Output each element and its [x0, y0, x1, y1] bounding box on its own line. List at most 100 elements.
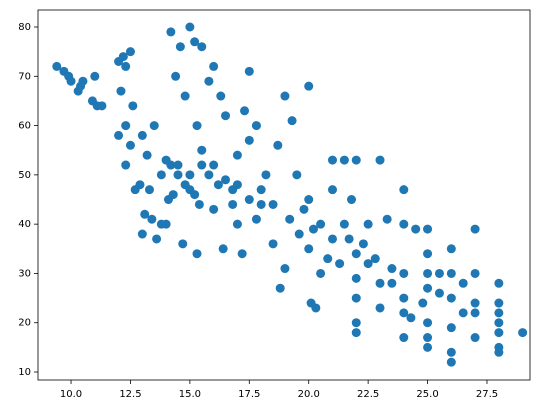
point: [518, 328, 528, 338]
point: [204, 170, 214, 180]
point: [232, 219, 242, 229]
point: [446, 347, 456, 357]
point: [458, 278, 468, 288]
point: [209, 204, 219, 214]
point: [316, 219, 326, 229]
point: [470, 333, 480, 343]
point: [240, 106, 250, 116]
y-tick-label: 80: [18, 22, 31, 33]
point: [406, 313, 416, 323]
point: [423, 249, 433, 259]
y-tick-label: 20: [18, 318, 31, 329]
point: [221, 111, 231, 121]
point: [351, 318, 361, 328]
point: [251, 121, 261, 131]
point: [363, 259, 373, 269]
point: [304, 195, 314, 205]
point: [399, 268, 409, 278]
x-tick-label: 27.5: [476, 389, 498, 400]
point: [316, 268, 326, 278]
point: [280, 91, 290, 101]
point: [244, 135, 254, 145]
point: [125, 47, 135, 57]
point: [173, 160, 183, 170]
point: [363, 219, 373, 229]
point: [399, 219, 409, 229]
point: [197, 160, 207, 170]
point: [294, 229, 304, 239]
point: [152, 234, 162, 244]
point: [306, 298, 316, 308]
point: [434, 288, 444, 298]
point: [121, 61, 131, 71]
point: [299, 204, 309, 214]
point: [66, 76, 76, 86]
point: [387, 264, 397, 274]
point: [494, 347, 504, 357]
point: [197, 42, 207, 52]
point: [171, 71, 181, 81]
point: [185, 170, 195, 180]
point: [327, 155, 337, 165]
point: [273, 140, 283, 150]
point: [251, 214, 261, 224]
point: [280, 264, 290, 274]
point: [382, 214, 392, 224]
point: [327, 185, 337, 195]
point: [434, 268, 444, 278]
point: [470, 298, 480, 308]
point: [446, 268, 456, 278]
point: [90, 71, 100, 81]
point: [218, 244, 228, 254]
point: [423, 333, 433, 343]
point: [209, 61, 219, 71]
point: [116, 86, 126, 96]
point: [351, 273, 361, 283]
point: [244, 195, 254, 205]
point: [197, 145, 207, 155]
point: [194, 199, 204, 209]
point: [339, 219, 349, 229]
y-tick-label: 60: [18, 121, 31, 132]
point: [351, 293, 361, 303]
x-tick-label: 22.5: [357, 389, 379, 400]
x-tick-label: 12.5: [119, 389, 141, 400]
point: [411, 224, 421, 234]
point: [470, 268, 480, 278]
point: [285, 214, 295, 224]
point: [121, 160, 131, 170]
plot-frame: [37, 9, 531, 381]
point: [446, 244, 456, 254]
point: [399, 308, 409, 318]
point: [494, 298, 504, 308]
point: [387, 278, 397, 288]
point: [399, 333, 409, 343]
point: [423, 318, 433, 328]
point: [180, 91, 190, 101]
y-tick-label: 30: [18, 268, 31, 279]
point: [228, 199, 238, 209]
point: [375, 278, 385, 288]
point: [140, 209, 150, 219]
point: [423, 283, 433, 293]
point: [156, 170, 166, 180]
point: [275, 283, 285, 293]
point: [446, 323, 456, 333]
point: [118, 52, 128, 62]
point: [423, 342, 433, 352]
point: [399, 185, 409, 195]
point: [446, 357, 456, 367]
point: [494, 328, 504, 338]
point: [121, 121, 131, 131]
point: [97, 101, 107, 111]
point: [125, 140, 135, 150]
point: [458, 308, 468, 318]
point: [351, 249, 361, 259]
point: [399, 293, 409, 303]
x-tick-label: 25.0: [416, 389, 438, 400]
point: [149, 121, 159, 131]
point: [178, 239, 188, 249]
point: [137, 130, 147, 140]
